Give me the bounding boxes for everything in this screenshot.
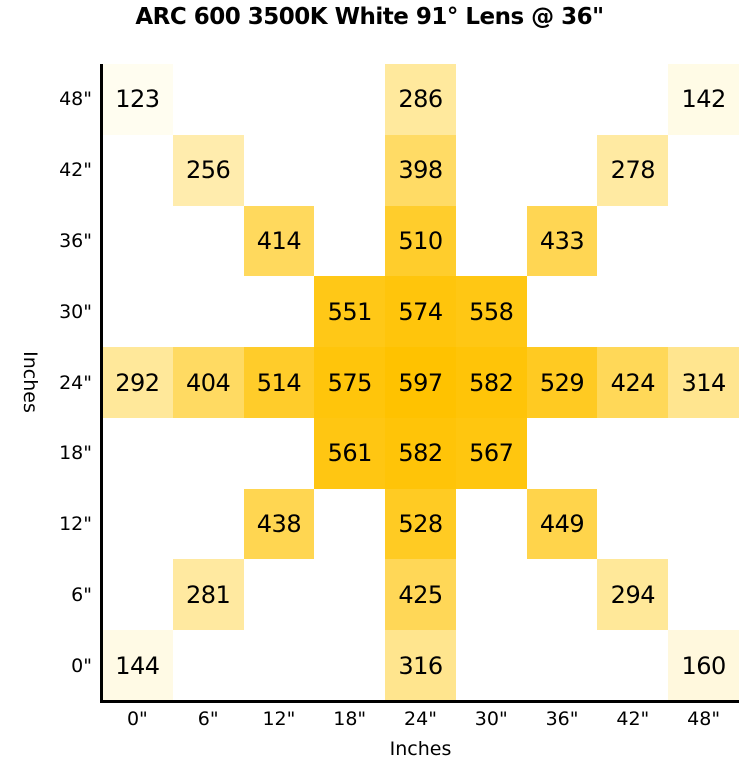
y-tick-label: 42"	[59, 159, 92, 182]
heatmap-cell: 404	[172, 347, 244, 418]
heatmap-cell: 314	[668, 347, 739, 418]
heatmap-cell: 123	[102, 64, 173, 135]
heatmap-cell: 510	[385, 205, 456, 277]
heatmap-cell: 528	[385, 488, 456, 560]
x-tick-label: 18"	[333, 708, 367, 730]
y-tick-label: 6"	[71, 583, 92, 606]
heatmap-cell: 597	[385, 347, 456, 418]
heatmap-cell: 433	[526, 205, 598, 277]
heatmap-cell: 292	[102, 347, 173, 418]
heatmap-cell: 514	[243, 347, 315, 418]
y-tick-label: 0"	[71, 654, 92, 677]
heatmap-cell: 449	[526, 488, 598, 560]
x-axis-label: Inches	[389, 738, 452, 760]
heatmap-cell: 144	[102, 630, 173, 702]
y-tick-label: 36"	[59, 229, 92, 252]
heatmap-cell: 160	[668, 630, 739, 702]
heatmap-cell: 142	[668, 64, 739, 135]
heatmap-cell: 294	[597, 559, 669, 631]
heatmap-cell: 529	[526, 347, 598, 418]
y-tick-label: 48"	[59, 88, 92, 111]
heatmap-cell: 414	[243, 205, 315, 277]
heatmap-cell: 575	[314, 347, 386, 418]
y-tick-label: 12"	[59, 513, 92, 536]
heatmap-cell: 281	[172, 559, 244, 631]
heatmap-cell: 316	[385, 630, 456, 702]
x-tick-label: 36"	[545, 708, 579, 730]
x-tick-label: 48"	[687, 708, 721, 730]
heatmap-cell: 582	[455, 347, 527, 418]
heatmap-cell: 567	[455, 417, 527, 489]
x-tick-label: 0"	[126, 708, 148, 730]
y-axis-label: Inches	[19, 351, 41, 413]
heatmap-cell: 424	[597, 347, 669, 418]
heatmap-cell: 278	[597, 134, 669, 206]
heatmap-cell: 551	[314, 276, 386, 348]
heatmap-cell: 425	[385, 559, 456, 631]
y-tick-label: 24"	[59, 371, 92, 394]
y-axis-line	[100, 64, 103, 702]
heatmap-cell: 256	[172, 134, 244, 206]
y-tick-label: 30"	[59, 300, 92, 323]
y-tick-label: 18"	[59, 442, 92, 465]
heatmap-cell: 286	[385, 64, 456, 135]
x-tick-label: 42"	[616, 708, 650, 730]
heatmap-plot-area: 123 286 142 256 398 278 414 510 433 551 574 558 292 4…	[102, 64, 739, 702]
heatmap-cell: 582	[385, 417, 456, 489]
x-tick-label: 6"	[197, 708, 219, 730]
x-tick-label: 24"	[404, 708, 437, 730]
heatmap-cell: 561	[314, 417, 386, 489]
heatmap-cell: 438	[243, 488, 315, 560]
chart-title: ARC 600 3500K White 91° Lens @ 36"	[135, 4, 604, 30]
heatmap-cell: 398	[385, 134, 456, 206]
x-tick-label: 30"	[474, 708, 508, 730]
x-tick-label: 12"	[262, 708, 296, 730]
heatmap-cell: 574	[385, 276, 456, 348]
heatmap-cell: 558	[455, 276, 527, 348]
x-axis-line	[100, 700, 739, 703]
